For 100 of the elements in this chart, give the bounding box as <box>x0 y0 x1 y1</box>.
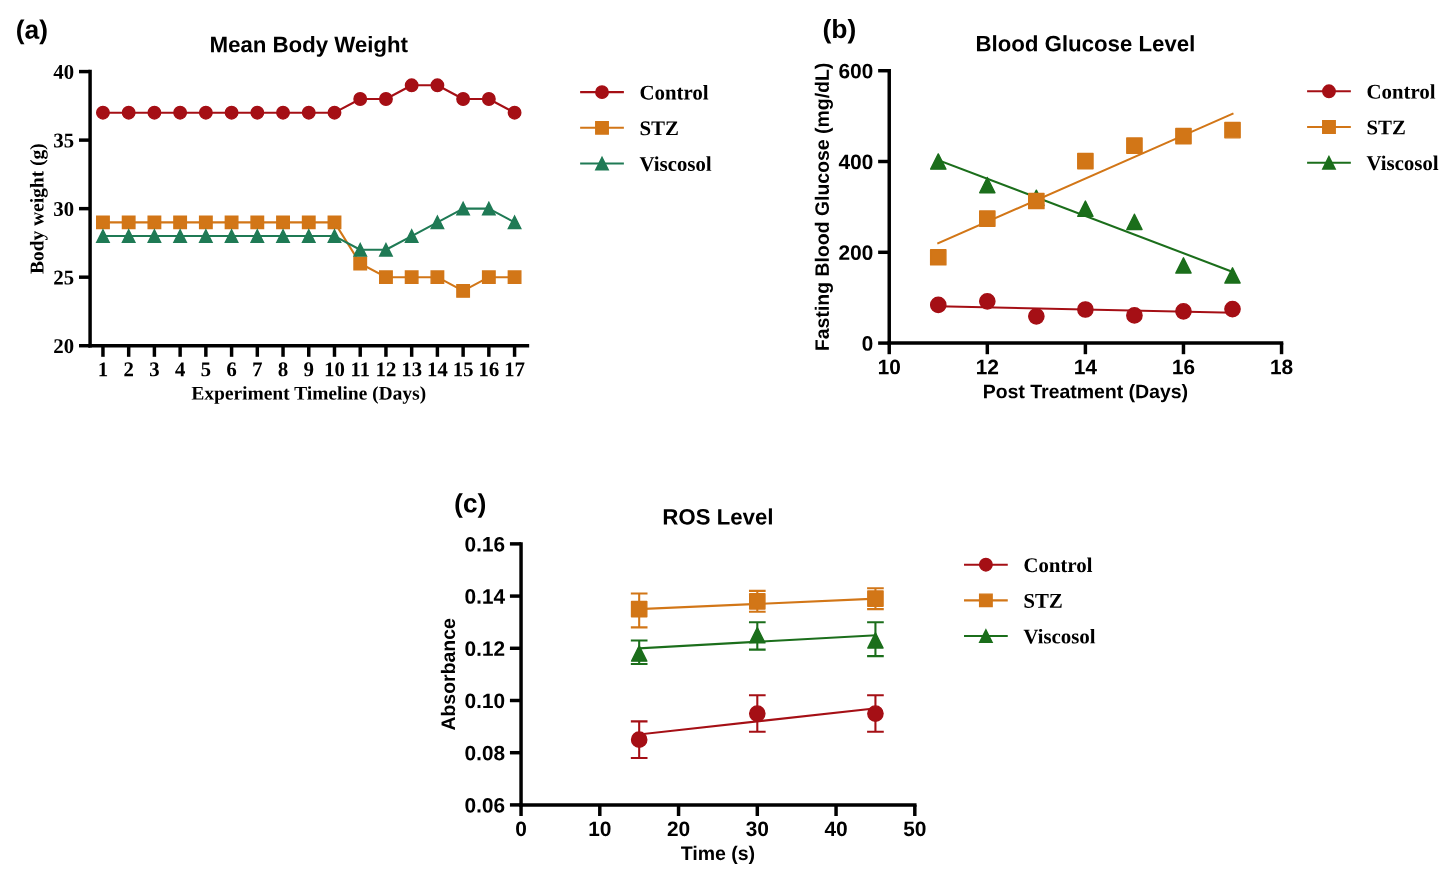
legend-label: STZ <box>1024 593 1062 608</box>
x-tick-label: 16 <box>1173 359 1195 375</box>
x-tick-label: 8 <box>278 362 288 377</box>
x-tick-label: 3 <box>149 362 159 377</box>
point <box>1175 302 1192 320</box>
point <box>173 215 188 230</box>
point <box>481 201 496 216</box>
legend-label: Control <box>1367 84 1436 99</box>
point <box>1224 300 1241 318</box>
point <box>1077 152 1094 170</box>
x-tick-label: 13 <box>402 362 422 377</box>
point <box>198 215 213 230</box>
point <box>1224 121 1241 139</box>
x-tick-label: 20 <box>667 821 690 837</box>
point <box>481 92 496 106</box>
point <box>1126 307 1143 324</box>
x-axis-title: Experiment Timeline (Days) <box>191 386 426 404</box>
point <box>121 215 136 230</box>
x-tick-label: 15 <box>454 362 473 377</box>
point <box>301 105 316 120</box>
point <box>198 105 213 120</box>
point <box>147 105 162 120</box>
legend-label: Viscosol <box>639 156 712 172</box>
point <box>147 229 162 244</box>
point <box>456 283 471 298</box>
y-tick-label: 40 <box>53 64 74 80</box>
y-axis-title: Fasting Blood Glucose (mg/dL) <box>814 63 833 350</box>
chart-title: ROS Level <box>663 508 772 525</box>
point <box>404 78 419 93</box>
point <box>430 270 445 285</box>
point <box>404 229 419 244</box>
point <box>147 215 162 230</box>
point <box>121 105 136 120</box>
y-tick-label: 200 <box>839 245 873 261</box>
legend-label: Viscosol <box>1366 155 1439 171</box>
point <box>1224 267 1241 284</box>
y-tick-label: 0.08 <box>465 745 505 761</box>
x-tick-label: 40 <box>824 821 847 837</box>
x-tick-label: 18 <box>1271 359 1293 375</box>
point <box>224 215 239 230</box>
point <box>430 215 445 230</box>
x-tick-label: 14 <box>428 362 448 377</box>
x-tick-label: 10 <box>325 362 345 377</box>
point <box>867 632 884 649</box>
x-tick-label: 11 <box>352 362 369 377</box>
point <box>378 242 393 257</box>
y-tick-label: 20 <box>54 339 74 354</box>
legend-label: STZ <box>1367 120 1405 135</box>
x-tick-label: 12 <box>377 362 396 377</box>
y-tick-label: 400 <box>838 154 873 170</box>
legend-label: STZ <box>640 121 678 136</box>
x-tick-label: 9 <box>304 362 314 377</box>
x-tick-label: 14 <box>1075 359 1097 375</box>
x-tick-label: 30 <box>746 821 769 837</box>
x-tick-label: 1 <box>99 362 108 377</box>
x-tick-label: 6 <box>227 362 237 377</box>
point <box>276 229 290 244</box>
x-tick-label: 17 <box>505 362 525 377</box>
point <box>507 270 522 285</box>
y-tick-label: 600 <box>839 63 873 79</box>
point <box>198 229 213 244</box>
legend-label: Viscosol <box>1023 628 1096 644</box>
y-axis-title: Body weight (g) <box>29 144 48 274</box>
x-tick-label: 2 <box>124 362 133 377</box>
point <box>1077 200 1094 218</box>
point <box>327 215 342 230</box>
point <box>630 645 648 662</box>
point <box>929 153 947 170</box>
point <box>1028 307 1045 325</box>
y-tick-label: 0.10 <box>465 693 505 709</box>
point <box>378 92 393 106</box>
point <box>96 215 110 230</box>
x-tick-label: 12 <box>977 359 999 375</box>
point <box>929 296 947 314</box>
point <box>748 705 766 722</box>
point <box>224 105 239 120</box>
point <box>507 105 522 120</box>
point <box>1175 257 1192 274</box>
y-axis-title: Absorbance <box>440 618 456 731</box>
y-tick-label: 0.14 <box>465 589 505 604</box>
point <box>1175 127 1192 145</box>
point <box>96 229 110 244</box>
point <box>978 176 996 194</box>
point <box>173 229 188 244</box>
point <box>404 270 419 285</box>
text: (a) <box>17 19 47 45</box>
point <box>1077 301 1094 318</box>
legend-label: Control <box>1024 557 1093 573</box>
y-tick-label: 30 <box>54 202 74 217</box>
chart-title: Mean Body Weight <box>211 36 408 57</box>
x-tick-label: 4 <box>175 362 185 377</box>
point <box>276 215 290 230</box>
point <box>929 248 947 266</box>
point <box>978 292 996 310</box>
point <box>301 215 316 230</box>
point <box>1126 137 1143 154</box>
point <box>630 731 648 748</box>
point <box>353 242 368 257</box>
y-tick-label: 35 <box>54 133 74 148</box>
point <box>250 229 265 244</box>
